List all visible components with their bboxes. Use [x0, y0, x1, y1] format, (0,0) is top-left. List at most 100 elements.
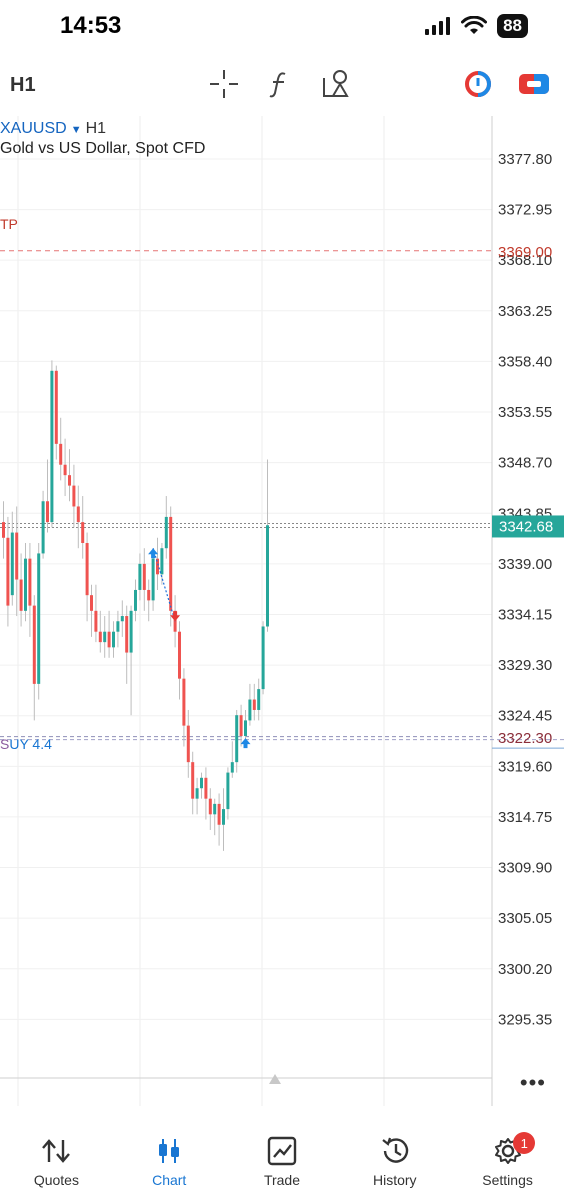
price-tick-label: 3368.10 — [498, 252, 552, 269]
candle-body — [59, 443, 63, 465]
chart-toolbar: H1 — [0, 56, 564, 116]
objects-icon[interactable] — [320, 68, 352, 100]
price-tick-label: 3348.70 — [498, 455, 552, 472]
candle-body — [120, 616, 124, 622]
timeframe-selector[interactable]: H1 — [10, 74, 36, 96]
candle-body — [2, 522, 5, 538]
tp-line-label: TP — [0, 216, 18, 232]
quotes-icon — [42, 1139, 71, 1163]
symbol-title[interactable]: XAUUSD ▼ H1 — [0, 120, 106, 138]
price-tick-label: 3334.15 — [498, 606, 552, 623]
history-icon — [382, 1137, 408, 1163]
price-chart[interactable]: 3377.80 3372.95 3368.10 3363.25 3358.40 3353.… — [0, 116, 564, 1106]
candle-body — [208, 798, 212, 815]
tp-price-label: 3369.00 — [498, 244, 552, 261]
candle-body — [10, 532, 14, 596]
candle-body — [116, 621, 120, 632]
candle-body — [252, 699, 256, 710]
price-tick-label: 3372.95 — [498, 202, 552, 219]
trade-icon — [267, 1136, 297, 1166]
tab-chart-label: Chart — [152, 1172, 187, 1188]
trade-toggle-icon[interactable] — [518, 68, 550, 100]
candle-body — [151, 558, 155, 601]
candle-body — [81, 522, 85, 543]
candle-body — [257, 689, 261, 710]
candle-body — [15, 532, 19, 580]
tab-trade-label: Trade — [263, 1172, 301, 1188]
price-tick-label: 3314.75 — [498, 809, 552, 826]
chart-canvas[interactable]: 3377.80 3372.95 3368.10 3363.25 3358.40 3353.… — [0, 116, 564, 1106]
candle-body — [32, 605, 36, 684]
candle-body — [178, 631, 181, 679]
tab-settings[interactable]: 1 Settings — [451, 1128, 564, 1200]
candle-body — [85, 542, 89, 596]
candle-body — [54, 370, 58, 444]
candle-body — [41, 501, 45, 554]
candle-body — [129, 610, 133, 653]
candle-body — [204, 777, 208, 799]
candle-body — [261, 626, 265, 690]
sell-trade-arrow — [170, 611, 181, 622]
price-tick-label: 3353.55 — [498, 404, 552, 421]
candle-body — [19, 579, 23, 611]
tab-settings-label: Settings — [482, 1172, 533, 1188]
candle-body — [134, 589, 137, 611]
buy-position-label: SUY 4.4 — [0, 736, 52, 752]
price-tick-label: 3377.80 — [498, 151, 552, 168]
candle-body — [226, 772, 230, 810]
bottom-tab-bar: Quotes Chart Trade History 1 Settings — [0, 1128, 564, 1200]
candle-body — [125, 616, 129, 653]
chart-icon — [159, 1139, 180, 1163]
buy-price-label: 3322.30 — [498, 730, 552, 747]
candle-body — [235, 715, 239, 763]
candle-body — [222, 809, 225, 825]
tab-history[interactable]: History — [338, 1128, 451, 1200]
candle-body — [76, 506, 80, 523]
tab-chart[interactable]: Chart — [113, 1128, 226, 1200]
tab-quotes-label: Quotes — [33, 1172, 79, 1188]
candle-body — [213, 803, 217, 815]
tab-history-label: History — [373, 1172, 417, 1188]
candle-body — [138, 563, 142, 590]
symbol-dropdown-icon[interactable]: ▼ — [70, 124, 82, 136]
status-bar: 14:53 88 — [0, 0, 564, 56]
candle-body — [239, 715, 243, 737]
price-tick-label: 3339.00 — [498, 556, 552, 573]
symbol-timeframe: H1 — [85, 120, 107, 137]
buy-label-text: UY 4.4 — [9, 736, 52, 752]
candle-body — [248, 699, 252, 721]
candle-body — [72, 485, 76, 507]
candle-body — [94, 610, 98, 632]
candle-body — [182, 678, 186, 726]
indicators-icon[interactable] — [264, 68, 296, 100]
current-price-box — [492, 515, 564, 538]
price-tick-label: 3300.20 — [498, 961, 552, 978]
candle-body — [266, 525, 269, 627]
one-click-trading-icon[interactable] — [462, 68, 494, 100]
wifi-icon — [461, 16, 488, 34]
candle-body — [186, 725, 190, 763]
candle-body — [112, 631, 115, 648]
more-options-icon[interactable]: ••• — [519, 1070, 546, 1095]
buy-label-prefix: S — [0, 736, 10, 752]
price-tick-label: 3309.90 — [498, 860, 552, 877]
buy-trade-arrow — [148, 548, 159, 559]
settings-notification-badge: 1 — [513, 1132, 536, 1154]
candle-body — [230, 762, 234, 773]
candle-body — [37, 553, 41, 684]
candle-body — [98, 631, 102, 643]
closed-trade-link — [152, 548, 176, 622]
crosshair-icon[interactable] — [208, 68, 240, 100]
price-tick-label: 3305.05 — [498, 910, 552, 927]
scroll-end-marker — [269, 1074, 281, 1084]
tab-trade[interactable]: Trade — [226, 1128, 339, 1200]
price-tick-label: 3358.40 — [498, 353, 552, 370]
candle-body — [169, 516, 173, 611]
candle-body — [24, 558, 27, 611]
tab-quotes[interactable]: Quotes — [0, 1128, 113, 1200]
candle-body — [68, 475, 71, 486]
price-tick-label: 3329.30 — [498, 657, 552, 674]
current-price-label: 3342.68 — [499, 518, 553, 535]
candle-body — [160, 548, 164, 575]
candle-body — [156, 558, 159, 575]
